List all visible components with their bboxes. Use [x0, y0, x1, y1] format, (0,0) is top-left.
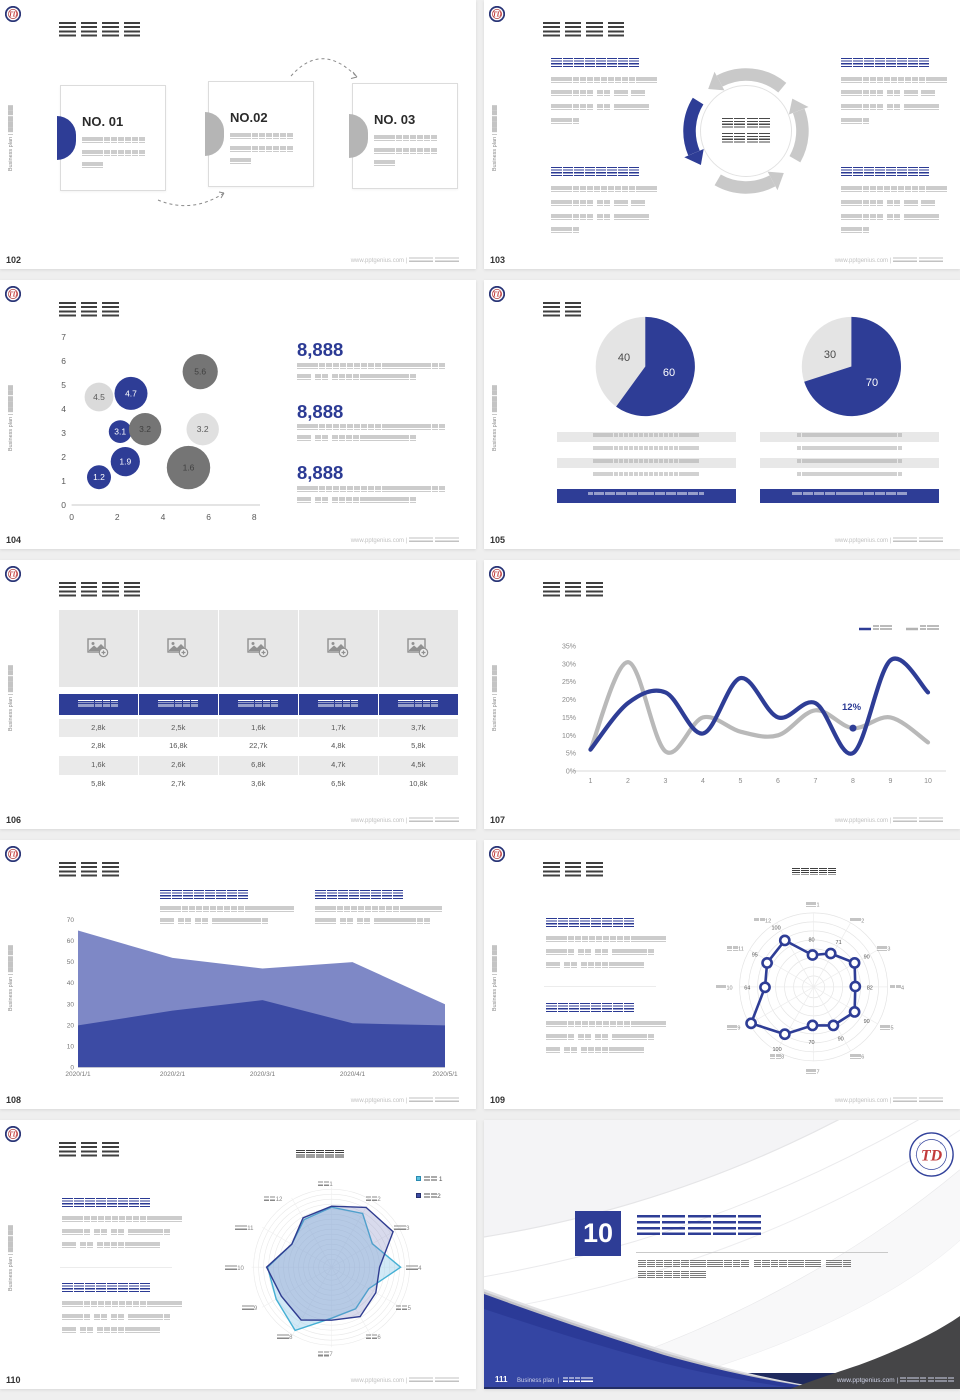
svg-text:10: 10: [924, 778, 932, 785]
svg-text:4: 4: [161, 512, 166, 522]
svg-text:9: 9: [889, 778, 893, 785]
svg-text:70: 70: [808, 1040, 814, 1046]
svg-text:80: 80: [808, 938, 814, 944]
svg-text:6: 6: [776, 778, 780, 785]
svg-text:·: ·: [939, 1169, 940, 1173]
svg-text:1.9: 1.9: [119, 457, 131, 467]
svg-text:60: 60: [663, 367, 675, 379]
svg-text:10: 10: [67, 1043, 75, 1050]
svg-text:50: 50: [67, 959, 75, 966]
svg-text:5%: 5%: [566, 751, 576, 758]
svg-text:30: 30: [67, 1001, 75, 1008]
svg-text:TD: TD: [492, 851, 501, 859]
svg-text:10%: 10%: [562, 733, 576, 740]
svg-text:TD: TD: [492, 11, 501, 19]
svg-text:2020/4/1: 2020/4/1: [340, 1071, 366, 1078]
svg-text:6: 6: [61, 356, 66, 366]
svg-text:4.7: 4.7: [125, 388, 137, 398]
svg-text:TD: TD: [492, 571, 501, 579]
svg-text:5.6: 5.6: [194, 367, 206, 377]
svg-text:8: 8: [252, 512, 257, 522]
svg-text:3.2: 3.2: [139, 424, 151, 434]
svg-text:◇: ◇: [919, 1141, 922, 1145]
svg-text:TD: TD: [921, 1148, 943, 1165]
svg-text:25%: 25%: [562, 679, 576, 686]
svg-text:70: 70: [866, 377, 878, 389]
svg-text:·: ·: [946, 1154, 947, 1158]
svg-text:60: 60: [67, 938, 75, 945]
svg-text:20: 20: [67, 1022, 75, 1029]
svg-text:2020/2/1: 2020/2/1: [160, 1071, 186, 1078]
svg-text:90: 90: [864, 954, 870, 960]
svg-text:6: 6: [206, 512, 211, 522]
svg-text:·: ·: [921, 1169, 922, 1173]
svg-text:30: 30: [824, 349, 836, 361]
svg-text:2020/3/1: 2020/3/1: [250, 1071, 276, 1078]
svg-text:7: 7: [814, 778, 818, 785]
svg-text:TD: TD: [8, 851, 17, 859]
svg-text:90: 90: [864, 1019, 870, 1025]
svg-text:40: 40: [67, 980, 75, 987]
svg-text:TD: TD: [8, 11, 17, 19]
svg-text:4.5: 4.5: [93, 392, 105, 402]
svg-text:1: 1: [589, 778, 593, 785]
svg-text:0: 0: [61, 500, 66, 510]
svg-text:2020/5/1: 2020/5/1: [432, 1071, 458, 1078]
svg-text:8: 8: [851, 778, 855, 785]
svg-text:40: 40: [618, 352, 630, 364]
svg-text:TD: TD: [492, 291, 501, 299]
svg-text:70: 70: [67, 917, 75, 924]
svg-text:0: 0: [69, 512, 74, 522]
svg-text:0: 0: [70, 1065, 74, 1072]
svg-text:82: 82: [867, 985, 873, 991]
svg-text:30%: 30%: [562, 661, 576, 668]
svg-text:3: 3: [664, 778, 668, 785]
svg-text:0%: 0%: [566, 769, 576, 776]
svg-text:71: 71: [836, 940, 842, 946]
svg-text:5: 5: [61, 380, 66, 390]
svg-text:4: 4: [701, 778, 705, 785]
svg-text:TD: TD: [8, 571, 17, 579]
svg-text:7: 7: [61, 332, 66, 342]
svg-text:3.2: 3.2: [197, 424, 209, 434]
svg-text:1: 1: [61, 476, 66, 486]
svg-text:1.6: 1.6: [183, 463, 195, 473]
svg-text:◇: ◇: [940, 1141, 943, 1145]
svg-text:2: 2: [115, 512, 120, 522]
svg-text:2020/1/1: 2020/1/1: [65, 1071, 91, 1078]
svg-text:2: 2: [61, 452, 66, 462]
svg-text:TD: TD: [8, 291, 17, 299]
svg-text:15%: 15%: [562, 715, 576, 722]
svg-text:20%: 20%: [562, 697, 576, 704]
svg-text:95: 95: [752, 953, 758, 959]
svg-text:4: 4: [61, 404, 66, 414]
svg-text:64: 64: [744, 985, 750, 991]
svg-text:3.1: 3.1: [114, 427, 126, 437]
svg-text:90: 90: [838, 1036, 844, 1042]
svg-text:100: 100: [772, 926, 781, 932]
svg-text:100: 100: [773, 1047, 782, 1053]
svg-text:1.2: 1.2: [93, 472, 105, 482]
svg-text:35%: 35%: [562, 644, 576, 651]
svg-text:5: 5: [739, 778, 743, 785]
svg-text:TD: TD: [8, 1131, 17, 1139]
svg-text:·: ·: [915, 1154, 916, 1158]
svg-text:3: 3: [61, 428, 66, 438]
svg-text:2: 2: [626, 778, 630, 785]
